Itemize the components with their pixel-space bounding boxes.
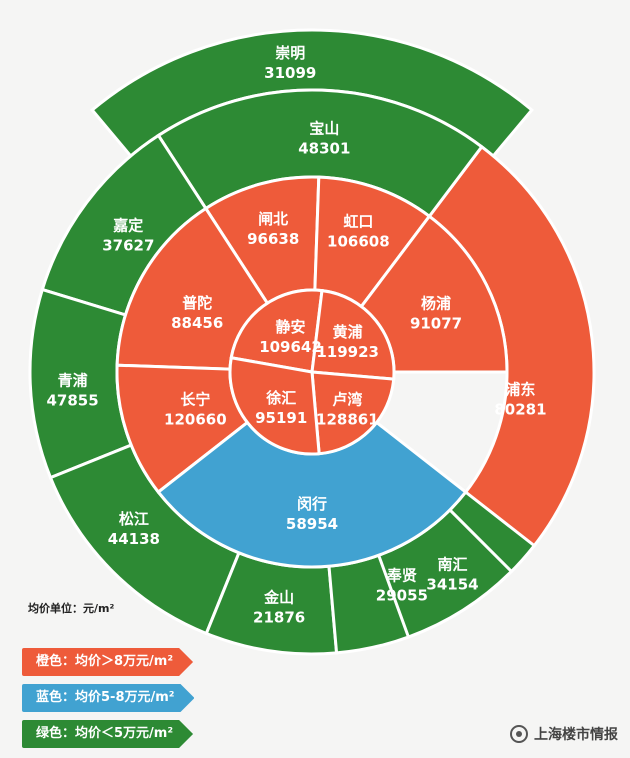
chart-wedges [28, 28, 596, 656]
district-value-label: 48301 [298, 139, 350, 157]
wechat-icon [510, 725, 528, 743]
district-name-label: 杨浦 [421, 295, 451, 313]
wedge-徐汇 [228, 356, 321, 456]
district-name-label: 青浦 [58, 372, 88, 390]
district-name-label: 徐汇 [265, 389, 296, 407]
district-value-label: 109642 [259, 338, 322, 356]
district-name-label: 闸北 [258, 210, 288, 228]
district-value-label: 31099 [264, 64, 316, 82]
wedge-卢湾 [310, 370, 396, 456]
district-name-label: 嘉定 [112, 217, 143, 235]
district-value-label: 119923 [316, 343, 379, 361]
district-value-label: 96638 [247, 230, 299, 248]
legend-blue: 蓝色：均价5-8万元/m² [22, 684, 194, 712]
district-name-label: 宝山 [309, 119, 339, 137]
unit-note: 均价单位：元/m² [28, 602, 115, 615]
district-name-label: 普陀 [182, 294, 212, 312]
district-name-label: 浦东 [505, 381, 535, 399]
district-value-label: 91077 [410, 315, 462, 333]
district-name-label: 崇明 [275, 44, 305, 62]
wedge-黄浦 [310, 288, 396, 381]
district-name-label: 虹口 [343, 212, 373, 230]
district-name-label: 静安 [275, 318, 305, 336]
district-value-label: 106608 [327, 232, 390, 250]
district-value-label: 88456 [171, 314, 223, 332]
district-name-label: 闵行 [297, 495, 327, 513]
legend-orange: 橙色：均价＞8万元/m² [22, 648, 193, 676]
district-name-label: 卢湾 [332, 390, 362, 408]
wedge-静安 [229, 288, 324, 374]
district-value-label: 21876 [253, 609, 305, 627]
watermark-text: 上海楼市情报 [534, 727, 618, 743]
district-name-label: 南汇 [438, 556, 468, 574]
district-value-label: 120660 [164, 411, 227, 429]
chart-labels: 静安 109642 黄浦 119923 卢湾 128861 徐汇 95191 闸北 96638 虹口… [46, 44, 546, 627]
district-value-label: 58954 [286, 515, 338, 533]
district-value-label: 47855 [46, 392, 98, 410]
district-name-label: 长宁 [180, 391, 210, 409]
district-value-label: 80281 [494, 401, 546, 419]
district-name-label: 奉贤 [386, 567, 417, 585]
district-value-label: 29055 [376, 587, 428, 605]
watermark: 上海楼市情报 [510, 724, 618, 744]
district-value-label: 37627 [102, 237, 154, 255]
district-name-label: 黄浦 [333, 323, 363, 341]
legend-green: 绿色：均价＜5万元/m² [22, 720, 193, 748]
district-value-label: 44138 [108, 530, 160, 548]
district-value-label: 34154 [426, 576, 478, 594]
district-name-label: 金山 [263, 589, 294, 607]
district-value-label: 128861 [316, 410, 379, 428]
district-value-label: 95191 [255, 409, 307, 427]
district-name-label: 松江 [119, 510, 149, 528]
